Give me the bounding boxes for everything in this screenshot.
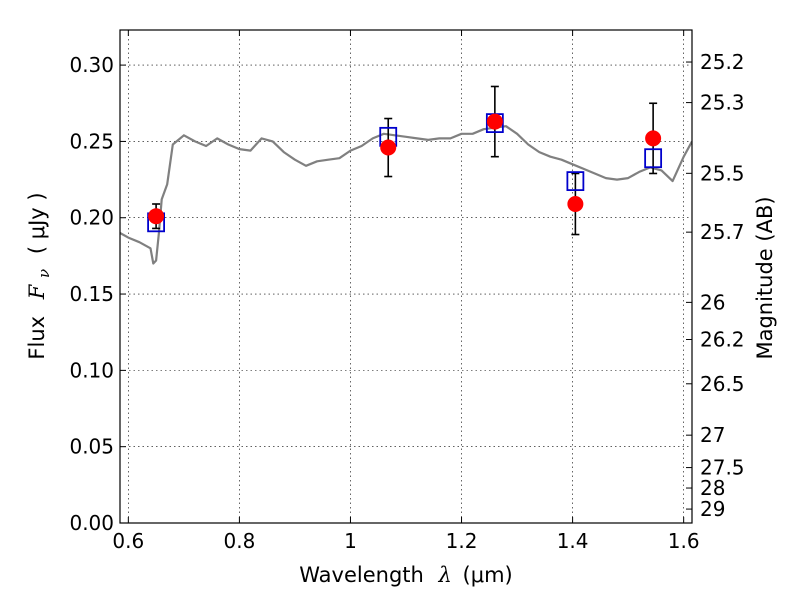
y-axis-title-subscript: ν [35, 269, 53, 278]
ticks: 0.6 0.8 1 1.2 1.4 1.6 0.00 0.05 0.10 0.15 0.20 0.25… [69, 30, 745, 553]
x-axis-title-text: Wavelength [299, 563, 424, 587]
y-tick-label: 0.30 [69, 53, 114, 77]
x-axis-title-unit: (μm) [463, 563, 513, 587]
observed-flux-point [567, 196, 584, 212]
mag-tick-label: 25.2 [700, 50, 745, 74]
model-photometry-square [566, 171, 585, 192]
mag-tick-label: 27 [700, 423, 725, 447]
x-tick-label: 1 [344, 529, 357, 553]
observed-flux-point [486, 113, 503, 130]
y-axis-title-symbol: F [25, 283, 49, 300]
y-axis-title-unit: ( μJy ) [25, 192, 49, 254]
y-tick-label: 0.10 [69, 358, 114, 382]
x-axis-title: Wavelength λ (μm) [299, 563, 512, 587]
mag-tick-label: 28 [700, 476, 725, 500]
y-tick-label: 0.25 [69, 129, 114, 153]
mag-tick-label: 27.5 [700, 456, 745, 480]
x-tick-label: 1.6 [668, 529, 700, 553]
y-tick-label: 0.15 [69, 282, 114, 306]
spectrum-layer [120, 125, 692, 265]
mag-tick-label: 26 [700, 290, 725, 314]
mag-tick-label: 26.5 [700, 372, 745, 396]
x-tick-label: 0.6 [112, 529, 144, 553]
y-tick-label: 0.05 [69, 435, 114, 459]
mag-tick-label: 25.5 [700, 161, 745, 185]
observed-flux-point [645, 130, 662, 147]
y-tick-label: 0.00 [69, 511, 114, 535]
mag-tick-label: 26.2 [700, 327, 745, 351]
marker-layer [147, 113, 663, 233]
x-axis-title-symbol: λ [438, 563, 452, 587]
observed-flux-point [380, 139, 397, 156]
right-axis-title: Magnitude (AB) [753, 196, 777, 359]
plot-frame [119, 29, 693, 524]
x-tick-label: 0.8 [223, 529, 255, 553]
mag-tick-label: 25.3 [700, 91, 745, 115]
y-tick-label: 0.20 [69, 206, 114, 230]
mag-tick-label: 29 [700, 497, 725, 521]
x-tick-label: 1.2 [446, 529, 478, 553]
y-axis-title: Flux F ν ( μJy ) [25, 192, 54, 359]
mag-tick-label: 25.7 [700, 220, 745, 244]
observed-flux-point [148, 208, 165, 225]
y-axis-title-text: Flux [25, 316, 49, 360]
x-tick-label: 1.4 [557, 529, 589, 553]
plot-background [120, 30, 692, 523]
model-photometry-square [644, 148, 663, 169]
model-spectrum-line [120, 125, 692, 265]
